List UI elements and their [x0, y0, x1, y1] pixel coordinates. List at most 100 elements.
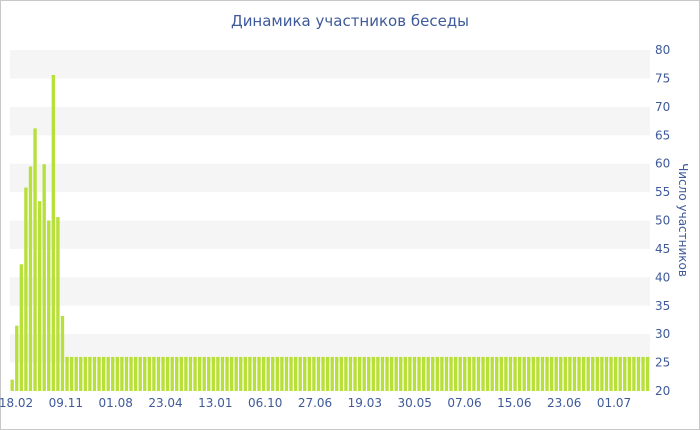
bar [293, 356, 298, 391]
bar [563, 356, 568, 391]
bar [280, 356, 284, 391]
bar [591, 356, 595, 391]
bar [490, 356, 494, 391]
y-tick-label: 65 [655, 128, 670, 142]
bar [74, 356, 78, 391]
bar [211, 356, 216, 391]
bar [321, 356, 325, 391]
bar [449, 356, 453, 391]
bar [376, 356, 380, 391]
bar [380, 356, 385, 391]
bar [399, 356, 403, 391]
bar [335, 356, 339, 391]
bar [79, 356, 83, 391]
bar [385, 356, 389, 391]
bar [403, 356, 408, 391]
x-tick-label: 19.03 [348, 396, 382, 410]
bar [508, 356, 513, 391]
bar [499, 356, 504, 391]
bar [303, 356, 307, 391]
bar [33, 128, 37, 391]
bar [239, 356, 243, 391]
bars-group [10, 75, 650, 391]
chart-title: Динамика участников беседы [230, 12, 470, 30]
bar [24, 187, 28, 391]
x-axis-ticks: 18.02 09.11 01.08 23.04 13.01 06.10 27.06 19.03… [0, 396, 631, 410]
bar [56, 217, 60, 391]
x-tick-label: 01.08 [99, 396, 133, 410]
x-tick-label: 07.06 [447, 396, 481, 410]
bar [156, 356, 161, 391]
bar [600, 356, 604, 391]
bar [129, 356, 133, 391]
bar [549, 356, 554, 391]
bar [362, 356, 366, 391]
bar [467, 356, 472, 391]
x-tick-label: 23.06 [547, 396, 581, 410]
bar [106, 356, 110, 391]
bar [426, 356, 430, 391]
bar [367, 356, 371, 391]
x-tick-label: 06.10 [248, 396, 282, 410]
bar [312, 356, 316, 391]
y-tick-label: 25 [655, 356, 670, 370]
x-tick-label: 13.01 [198, 396, 232, 410]
y-tick-label: 35 [655, 299, 670, 313]
bar [15, 325, 19, 391]
bar [252, 356, 257, 391]
bar [243, 356, 248, 391]
bar [170, 356, 174, 391]
y-tick-label: 40 [655, 270, 670, 284]
grid-band [10, 106, 650, 136]
bar [138, 356, 142, 391]
bar [595, 356, 600, 391]
bar [197, 356, 202, 391]
bar [389, 356, 394, 391]
bar [184, 356, 188, 391]
x-tick-label: 30.05 [398, 396, 432, 410]
y-axis-label: Число участников [676, 163, 690, 277]
bar [257, 356, 261, 391]
bar [371, 356, 376, 391]
bar [581, 356, 586, 391]
grid-band [10, 50, 650, 79]
bar [517, 356, 522, 391]
bar [344, 356, 348, 391]
bar [586, 356, 590, 391]
bar [229, 356, 234, 391]
bar [540, 356, 545, 391]
bar [120, 356, 124, 391]
bar [623, 356, 627, 391]
y-axis-ticks: 20 25 30 35 40 45 50 55 60 65 70 75 80 [655, 43, 670, 398]
bar [69, 356, 74, 391]
bar [225, 356, 229, 391]
bar [636, 356, 641, 391]
bar [88, 356, 92, 391]
bar [115, 356, 120, 391]
bar [339, 356, 344, 391]
bar [271, 356, 275, 391]
y-tick-label: 20 [655, 384, 670, 398]
bar [19, 264, 24, 391]
bar [632, 356, 636, 391]
bar [604, 356, 609, 391]
bar [147, 356, 152, 391]
bar [275, 356, 280, 391]
bar [307, 356, 312, 391]
bar [412, 356, 417, 391]
bar [220, 356, 225, 391]
y-tick-label: 50 [655, 214, 670, 228]
bar [316, 356, 321, 391]
y-tick-label: 45 [655, 242, 670, 256]
bar [577, 356, 581, 391]
bar [248, 356, 252, 391]
bar [618, 356, 622, 391]
bar [645, 356, 650, 391]
x-tick-label: 27.06 [298, 396, 332, 410]
bar [531, 356, 536, 391]
bar [47, 220, 51, 391]
bar [65, 356, 69, 391]
bar [165, 356, 170, 391]
bar [444, 356, 449, 391]
